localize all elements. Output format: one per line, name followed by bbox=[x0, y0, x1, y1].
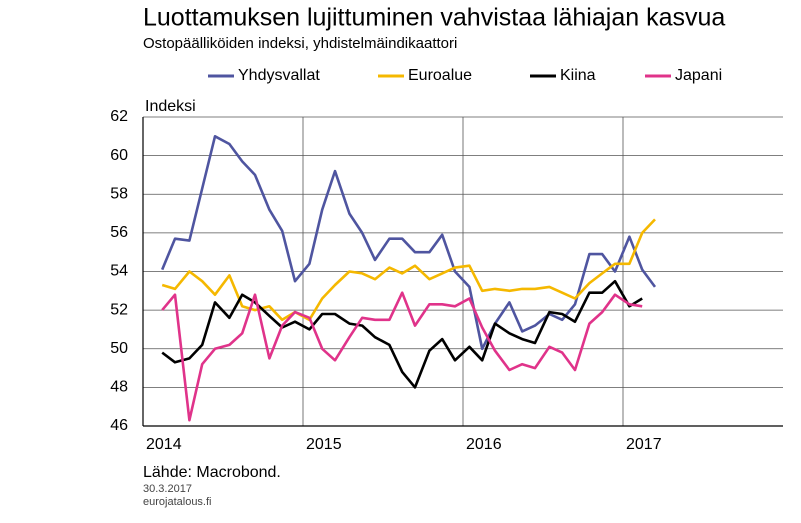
date: 30.3.2017 bbox=[143, 483, 192, 495]
legend-label: Kiina bbox=[560, 67, 596, 84]
series-line bbox=[161, 291, 643, 422]
y-tick-label: 60 bbox=[110, 147, 128, 164]
series-line bbox=[161, 218, 656, 322]
y-tick-label: 54 bbox=[110, 263, 128, 280]
y-tick-label: 48 bbox=[110, 379, 128, 396]
website: eurojatalous.fi bbox=[143, 496, 212, 508]
y-tick-label: 50 bbox=[110, 340, 128, 357]
series-line bbox=[161, 279, 643, 389]
y-tick-label: 52 bbox=[110, 301, 128, 318]
legend-label: Yhdysvallat bbox=[238, 67, 320, 84]
x-tick-label: 2014 bbox=[146, 436, 182, 453]
y-tick-label: 46 bbox=[110, 417, 128, 434]
y-tick-label: 62 bbox=[110, 108, 128, 125]
y-tick-label: 58 bbox=[110, 185, 128, 202]
x-tick-label: 2016 bbox=[466, 436, 502, 453]
y-axis-label: Indeksi bbox=[145, 98, 196, 115]
source: Lähde: Macrobond. bbox=[143, 464, 281, 481]
chart-title: Luottamuksen lujittuminen vahvistaa lähi… bbox=[143, 4, 725, 32]
legend-label: Japani bbox=[675, 67, 722, 84]
series-line bbox=[160, 135, 657, 351]
y-tick-label: 56 bbox=[110, 224, 128, 241]
x-tick-label: 2017 bbox=[626, 436, 662, 453]
chart-subtitle: Ostopäälliköiden indeksi, yhdistelmäindi… bbox=[143, 35, 457, 52]
legend-label: Euroalue bbox=[408, 67, 472, 84]
x-tick-label: 2015 bbox=[306, 436, 342, 453]
